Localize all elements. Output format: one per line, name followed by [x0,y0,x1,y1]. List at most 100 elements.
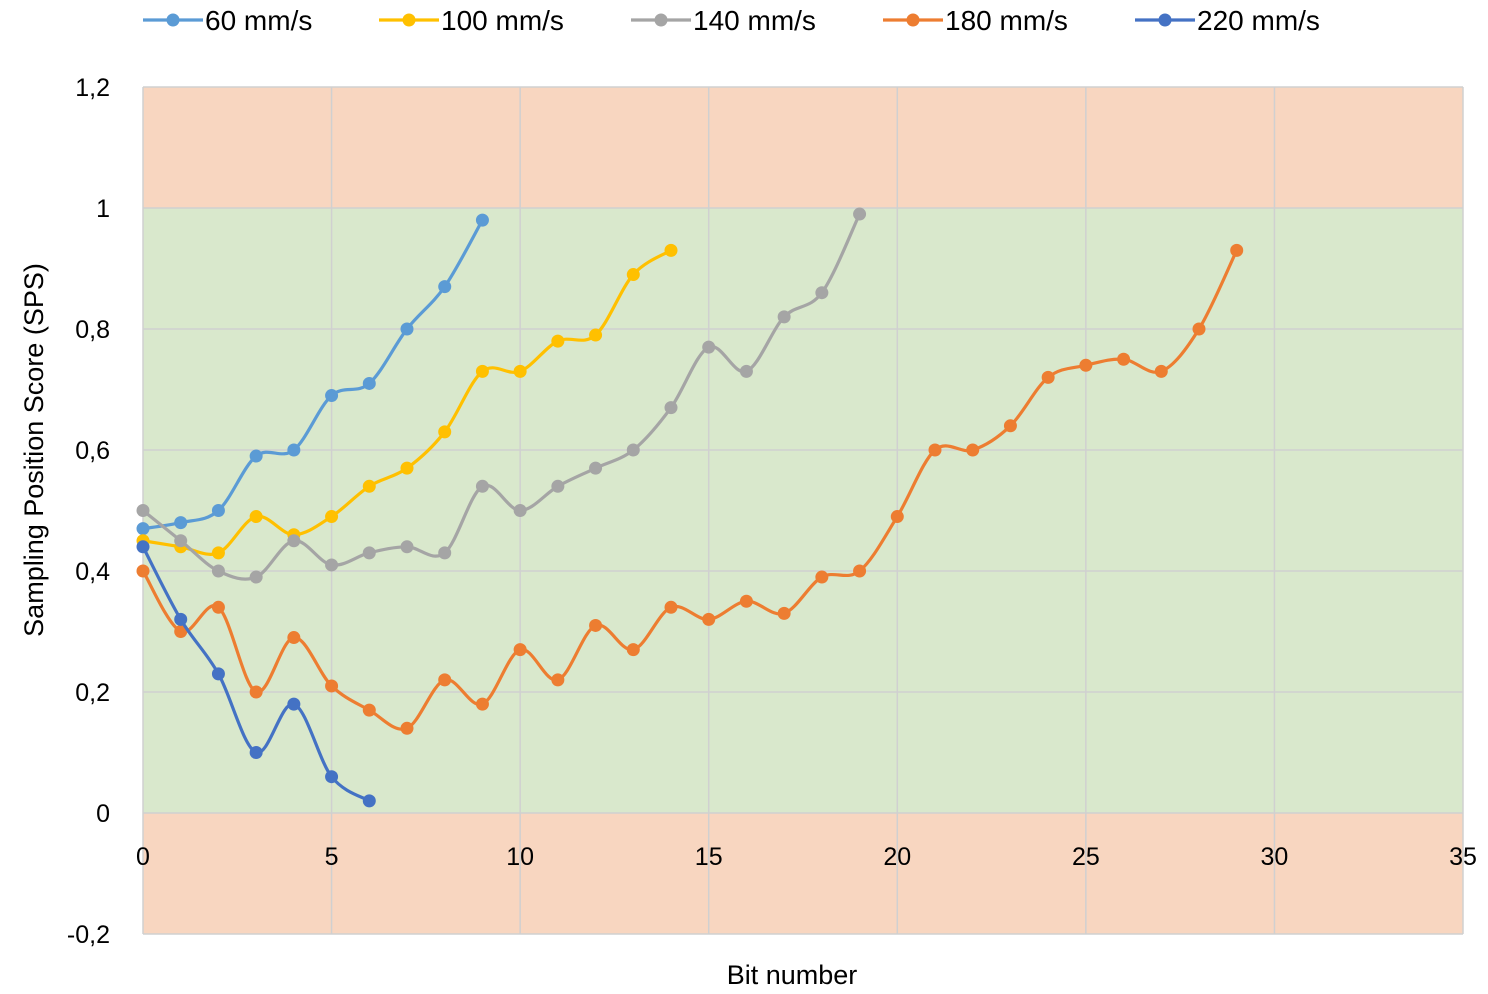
data-point [400,461,414,475]
data-point [287,631,301,645]
legend-label: 60 mm/s [205,5,312,36]
y-tick-label: 0,4 [75,558,110,586]
legend-label: 100 mm/s [441,5,564,36]
data-point [136,564,150,578]
legend-item-180-mm-s: 180 mm/s [883,5,1068,36]
legend-item-60-mm-s: 60 mm/s [143,5,312,36]
data-point [174,625,188,638]
x-axis-ticks: 0 5 10 15 20 25 30 35 [136,843,1477,871]
x-tick-label: 25 [1072,843,1100,871]
data-point [702,340,716,354]
data-point [551,479,565,493]
data-point [249,570,263,584]
data-point [249,685,263,699]
x-tick-label: 5 [325,843,339,871]
x-axis-title: Bit number [727,960,858,990]
y-tick-label: 0,8 [75,316,110,344]
data-point [475,697,489,711]
data-point [664,401,678,415]
data-point [815,286,829,300]
data-point [211,564,225,578]
data-point [174,516,188,530]
data-point [325,389,339,403]
data-point [626,443,640,457]
data-point [211,667,225,681]
x-tick-label: 20 [883,843,911,871]
background-bands [143,87,1463,934]
data-point [325,510,339,524]
y-tick-label: 1,2 [75,74,110,102]
legend-swatch-marker [654,13,668,27]
data-point [174,612,188,626]
legend-item-100-mm-s: 100 mm/s [379,5,564,36]
data-point [589,461,603,475]
band-1 [143,208,1463,813]
x-tick-label: 10 [506,843,534,871]
series-180-mm-s [136,243,1244,735]
data-point [438,280,452,294]
data-point [287,697,301,711]
data-point [362,703,376,717]
data-point [211,546,225,560]
data-point [400,322,414,336]
x-tick-label: 30 [1261,843,1289,871]
data-point [249,510,263,524]
data-point [211,600,225,614]
legend-swatch-marker [906,13,920,27]
x-tick-label: 35 [1449,843,1477,871]
data-point [853,207,867,221]
y-tick-label: 0 [96,800,110,828]
data-point [1041,370,1055,384]
data-point [589,618,603,632]
legend-item-220-mm-s: 220 mm/s [1135,5,1320,36]
data-point [966,443,980,457]
data-point [249,746,263,759]
data-point [1003,419,1017,433]
data-point [589,328,603,342]
data-point [438,673,452,687]
band-0 [143,87,1463,208]
data-point [475,213,489,227]
legend-item-140-mm-s: 140 mm/s [631,5,816,36]
data-point [664,243,678,257]
data-point [626,643,640,657]
series-line-60-mm-s [141,218,485,531]
legend: 60 mm/s 100 mm/s 140 mm/s 180 mm/s 220 mm/s [143,5,1320,36]
data-point [777,310,791,324]
data-point [362,794,376,808]
data-point [325,679,339,693]
data-point [1192,322,1206,336]
data-point [400,721,414,735]
data-point [513,643,527,657]
data-point [513,504,527,517]
data-point [174,534,188,548]
data-point [702,612,716,626]
data-series [136,207,1244,808]
legend-swatch-marker [1158,13,1172,27]
data-point [438,546,452,560]
x-tick-label: 15 [695,843,723,871]
data-point [664,600,678,614]
data-point [853,564,867,578]
data-point [362,376,376,390]
y-tick-label: 1 [96,195,110,223]
y-axis-ticks: -0,2 0 0,2 0,4 0,6 0,8 1 1,2 [67,74,110,949]
data-point [438,425,452,439]
x-tick-label: 0 [136,843,150,871]
data-point [1230,243,1244,257]
data-point [136,522,150,536]
data-point [325,770,339,784]
data-point [513,364,527,378]
data-point [928,443,942,457]
data-point [400,540,414,554]
band-2 [143,813,1463,934]
legend-swatch-marker [166,13,180,27]
data-point [287,443,301,457]
series-60-mm-s [136,213,489,536]
legend-label: 180 mm/s [945,5,1068,36]
y-axis-title: Sampling Position Score (SPS) [19,263,49,637]
data-point [777,606,791,620]
data-point [626,268,640,282]
data-point [1117,352,1131,366]
